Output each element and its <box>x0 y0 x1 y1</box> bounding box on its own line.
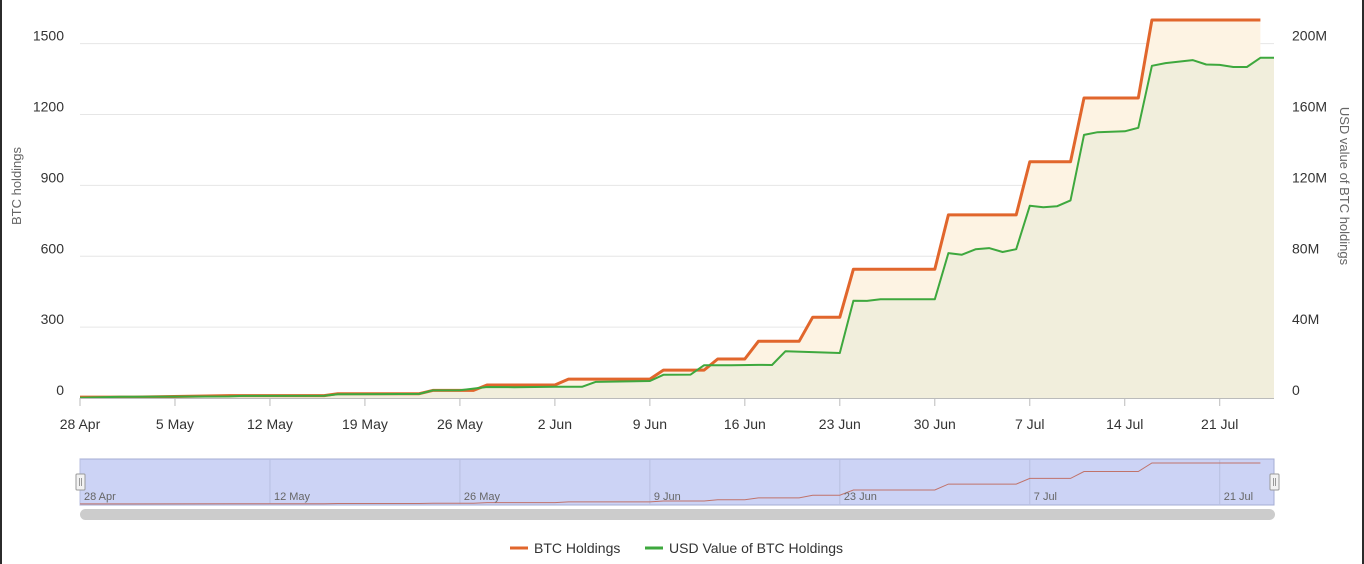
navigator-tick-label: 28 Apr <box>84 491 116 503</box>
axes: BTC holdings USD value of BTC holdings 0… <box>9 28 1352 432</box>
y-axis-right-title: USD value of BTC holdings <box>1337 107 1352 266</box>
x-tick-label: 9 Jun <box>633 416 667 432</box>
x-tick-label: 7 Jul <box>1015 416 1045 432</box>
legend-item[interactable]: BTC Holdings <box>510 540 620 556</box>
navigator-series-line <box>80 462 1261 505</box>
y-left-tick-label: 600 <box>41 240 65 256</box>
navigator-tick-label: 26 May <box>464 491 501 503</box>
y-right-tick-label: 40M <box>1292 311 1319 327</box>
y-left-tick-label: 0 <box>56 382 64 398</box>
navigator-tick-label: 7 Jul <box>1034 491 1057 503</box>
y-right-tick-label: 80M <box>1292 240 1319 256</box>
navigator-handle-left[interactable] <box>75 473 86 491</box>
range-navigator[interactable]: 28 Apr 12 May 26 May 9 Jun 23 Jun 7 Jul 21 Jul <box>75 458 1280 520</box>
navigator-tick-label: 21 Jul <box>1224 491 1253 503</box>
y-left-tick-label: 900 <box>41 169 65 185</box>
x-tick-label: 12 May <box>247 416 293 432</box>
x-tick-label: 5 May <box>156 416 194 432</box>
x-tick-label: 26 May <box>437 416 483 432</box>
y-right-tick-label: 0 <box>1292 382 1300 398</box>
x-tick-label: 16 Jun <box>724 416 766 432</box>
legend: BTC Holdings USD Value of BTC Holdings <box>510 540 843 556</box>
y-axis-left-title: BTC holdings <box>9 146 24 225</box>
series-area <box>80 57 1274 399</box>
x-tick-label: 21 Jul <box>1201 416 1238 432</box>
x-tick-label: 14 Jul <box>1106 416 1143 432</box>
y-right-tick-label: 120M <box>1292 169 1327 185</box>
legend-item[interactable]: USD Value of BTC Holdings <box>645 540 843 556</box>
y-left-tick-label: 1500 <box>33 28 64 44</box>
navigator-scrollbar[interactable] <box>80 509 1275 520</box>
y-left-tick-label: 1200 <box>33 99 64 115</box>
navigator-labels: 28 Apr 12 May 26 May 9 Jun 23 Jun 7 Jul 21 Jul <box>84 491 1253 503</box>
y-right-tick-label: 160M <box>1292 99 1327 115</box>
series-lines <box>79 18 1274 399</box>
legend-label: BTC Holdings <box>534 540 620 556</box>
x-tick-label: 30 Jun <box>914 416 956 432</box>
x-tick-label: 19 May <box>342 416 388 432</box>
legend-label: USD Value of BTC Holdings <box>669 540 843 556</box>
navigator-tick-label: 12 May <box>274 491 311 503</box>
y-right-tick-label: 200M <box>1292 28 1327 44</box>
navigator-tick-label: 23 Jun <box>844 491 877 503</box>
series-line[interactable] <box>79 56 1274 399</box>
x-tick-label: 28 Apr <box>60 416 101 432</box>
navigator-tick-label: 9 Jun <box>654 491 681 503</box>
x-tick-label: 2 Jun <box>538 416 572 432</box>
y-left-tick-label: 300 <box>41 311 65 327</box>
series-areas <box>80 20 1274 399</box>
navigator-handle-right[interactable] <box>1269 473 1280 491</box>
x-tick-label: 23 Jun <box>819 416 861 432</box>
